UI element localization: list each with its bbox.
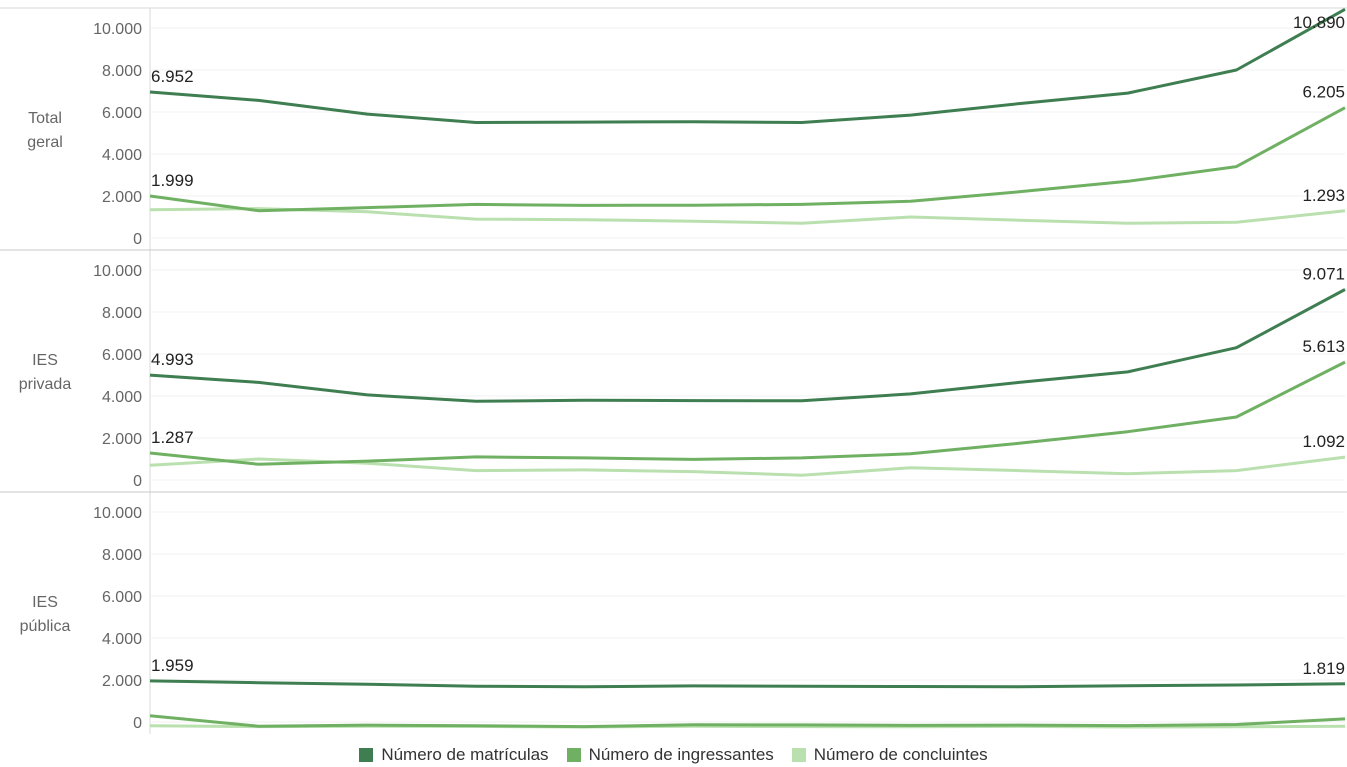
series-line-ingressantes — [149, 106, 1346, 213]
y-tick-label: 10.000 — [93, 505, 142, 522]
legend-swatch — [359, 747, 374, 762]
legend-item-ingressantes: Número de ingressantes — [566, 744, 774, 765]
y-tick-label: 2.000 — [102, 431, 142, 448]
y-tick-label: 0 — [133, 231, 142, 248]
panel-label: IES — [32, 352, 58, 369]
y-tick-label: 8.000 — [102, 63, 142, 80]
y-tick-label: 8.000 — [102, 305, 142, 322]
y-tick-label: 4.000 — [102, 631, 142, 648]
data-label-last-matriculas: 10.890 — [1293, 13, 1345, 32]
data-label-first-ingressantes: 1.999 — [151, 171, 194, 190]
series-line-matriculas — [149, 679, 1346, 689]
y-tick-label: 6.000 — [102, 105, 142, 122]
legend-item-matriculas: Número de matrículas — [359, 744, 549, 765]
legend: Número de matrículas Número de ingressant… — [0, 742, 1347, 767]
data-label-last-concluintes: 1.293 — [1302, 186, 1345, 205]
data-label-last-concluintes: 1.092 — [1302, 432, 1345, 451]
y-tick-label: 2.000 — [102, 673, 142, 690]
data-label-first-ingressantes: 1.287 — [151, 428, 194, 447]
panel-label: pública — [20, 618, 71, 635]
legend-label: Número de ingressantes — [588, 744, 774, 764]
panel-2: 0 2.000 4.000 6.000 8.000 10.000 IES pública 1.9… — [20, 505, 1346, 732]
y-tick-label: 2.000 — [102, 189, 142, 206]
legend-label: Número de concluintes — [813, 744, 988, 764]
legend-item-concluintes: Número de concluintes — [791, 744, 988, 765]
series-line-matriculas — [149, 288, 1346, 403]
y-tick-label: 8.000 — [102, 547, 142, 564]
data-label-last-ingressantes: 6.205 — [1302, 83, 1345, 102]
y-tick-label: 0 — [133, 473, 142, 490]
y-tick-label: 4.000 — [102, 147, 142, 164]
legend-label: Número de matrículas — [381, 744, 549, 764]
panel-0: 0 2.000 4.000 6.000 8.000 10.000 Total geral 1.2… — [0, 7, 1347, 251]
data-label-last-matriculas: 1.819 — [1302, 659, 1345, 678]
panel-label: IES — [32, 594, 58, 611]
data-label-first-matriculas: 6.952 — [151, 67, 194, 86]
panel-label: geral — [27, 134, 63, 151]
series-line-concluintes — [149, 207, 1346, 225]
panel-label: Total — [28, 110, 62, 127]
data-label-first-matriculas: 4.993 — [151, 350, 194, 369]
y-tick-label: 10.000 — [93, 21, 142, 38]
series-line-matriculas — [149, 7, 1346, 124]
series-line-ingressantes — [149, 714, 1346, 729]
data-label-last-ingressantes: 5.613 — [1302, 337, 1345, 356]
y-tick-label: 10.000 — [93, 263, 142, 280]
legend-swatch — [566, 747, 581, 762]
panel-1: 0 2.000 4.000 6.000 8.000 10.000 IES privada 1.0… — [0, 263, 1347, 493]
line-chart: 0 2.000 4.000 6.000 8.000 10.000 Total geral 1.2… — [0, 7, 1347, 734]
panel-label: privada — [19, 376, 72, 393]
data-label-first-matriculas: 1.959 — [151, 656, 194, 675]
y-tick-label: 6.000 — [102, 347, 142, 364]
y-tick-label: 6.000 — [102, 589, 142, 606]
y-tick-label: 0 — [133, 715, 142, 732]
y-tick-label: 4.000 — [102, 389, 142, 406]
data-label-last-matriculas: 9.071 — [1302, 265, 1345, 284]
legend-swatch — [791, 747, 806, 762]
series-line-ingressantes — [149, 360, 1346, 466]
